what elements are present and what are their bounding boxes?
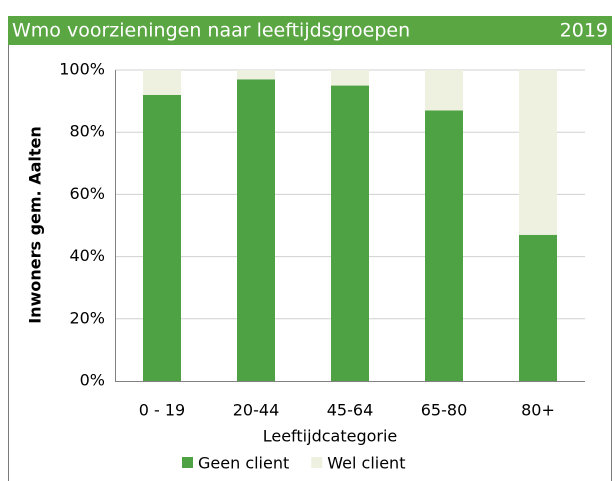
legend-swatch <box>182 457 193 468</box>
y-tick-label: 40% <box>69 246 105 265</box>
x-axis-label: Leeftijdcategorie <box>263 427 398 446</box>
y-tick-label: 80% <box>69 122 105 141</box>
header-band <box>8 16 612 45</box>
bar-segment <box>237 70 275 80</box>
y-tick-label: 60% <box>69 184 105 203</box>
y-tick-label: 20% <box>69 308 105 327</box>
chart-subtitle: 2019 <box>560 20 608 42</box>
y-tick-label: 100% <box>59 60 105 79</box>
x-tick-label: 0 - 19 <box>139 401 185 420</box>
legend-swatch <box>311 457 323 468</box>
bar-segment <box>425 110 463 382</box>
legend-label: Geen client <box>198 454 289 473</box>
bar-segment <box>331 70 369 86</box>
bar-segment <box>237 79 275 381</box>
y-axis-label: Inwoners gem. Aalten <box>26 126 45 324</box>
bar-segment <box>425 70 463 111</box>
bar-segment <box>143 94 181 381</box>
bar-segment <box>143 70 181 95</box>
x-tick-label: 20-44 <box>233 401 280 420</box>
bar-segment <box>331 85 369 382</box>
bar-segment <box>519 70 557 235</box>
legend-label: Wel client <box>327 454 405 473</box>
bar-segment <box>519 234 557 381</box>
chart-title: Wmo voorzieningen naar leeftijdsgroepen <box>12 20 410 42</box>
x-tick-label: 45-64 <box>327 401 374 420</box>
x-tick-label: 80+ <box>521 401 555 420</box>
y-tick-label: 0% <box>80 371 105 390</box>
x-tick-label: 65-80 <box>421 401 468 420</box>
